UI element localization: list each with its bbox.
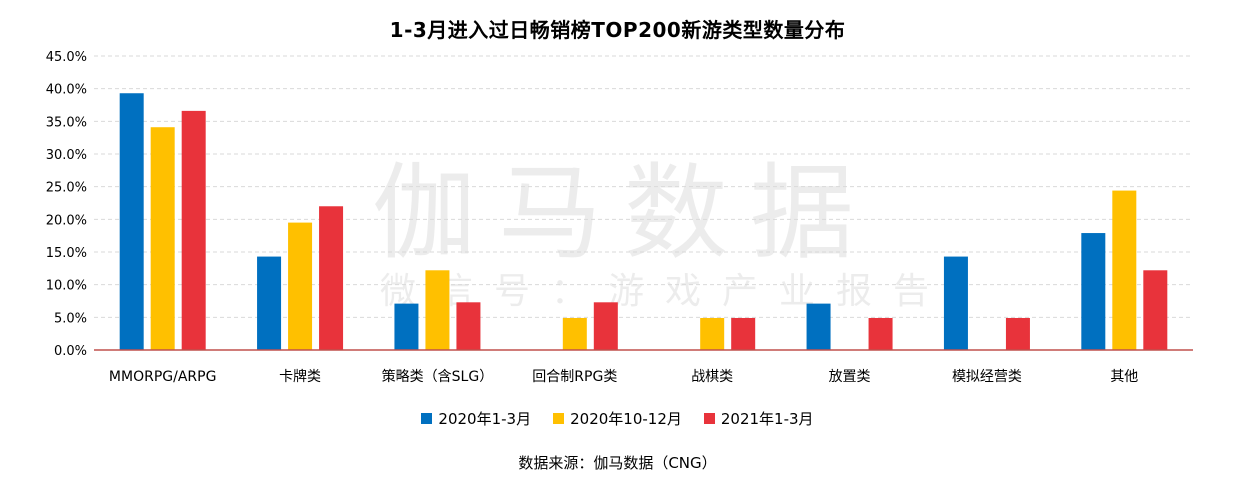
x-category-label: 模拟经营类 bbox=[952, 369, 1022, 385]
bar-3-4 bbox=[593, 302, 618, 350]
bar-2-5 bbox=[700, 317, 725, 350]
y-tick-label: 30.0% bbox=[46, 148, 87, 163]
x-category-label: 卡牌类 bbox=[279, 368, 321, 385]
x-axis-categories: MMORPG/ARPG 卡牌类 策略类（含SLG） 回合制RPG类 战棋类 放置类 模拟经营… bbox=[109, 368, 1138, 385]
chart-title: 1-3月进入过日畅销榜TOP200新游类型数量分布 bbox=[389, 18, 846, 42]
bar-2-2 bbox=[288, 222, 313, 350]
bar-1-6 bbox=[806, 303, 831, 350]
x-category-label: 回合制RPG类 bbox=[532, 369, 617, 385]
bar-1-3 bbox=[394, 303, 419, 350]
x-category-label: MMORPG/ARPG bbox=[109, 369, 217, 385]
bar-1-8 bbox=[1081, 233, 1106, 350]
x-category-label: 策略类（含SLG） bbox=[382, 368, 494, 385]
bar-3-2 bbox=[319, 206, 344, 350]
legend-label-3: 2021年1-3月 bbox=[720, 410, 814, 428]
data-source: 数据来源：伽马数据（CNG） bbox=[518, 454, 717, 472]
bar-3-3 bbox=[456, 302, 481, 350]
bar-3-7 bbox=[1005, 317, 1030, 350]
bar-1-2 bbox=[257, 256, 282, 350]
bar-2-8 bbox=[1112, 190, 1137, 350]
y-tick-label: 20.0% bbox=[46, 213, 87, 228]
y-tick-label: 45.0% bbox=[46, 50, 87, 65]
x-category-label: 其他 bbox=[1110, 369, 1138, 385]
y-tick-label: 40.0% bbox=[46, 83, 87, 98]
y-axis-ticks: 0.0% 5.0% 10.0% 15.0% 20.0% 25.0% 30.0% 35.0% 40… bbox=[46, 50, 87, 359]
y-tick-label: 0.0% bbox=[54, 344, 87, 359]
legend-label-1: 2020年1-3月 bbox=[438, 410, 532, 428]
bar-1-1 bbox=[119, 93, 144, 351]
x-category-label: 放置类 bbox=[829, 369, 871, 385]
y-tick-label: 15.0% bbox=[46, 246, 87, 261]
bar-3-1 bbox=[181, 110, 206, 350]
bar-3-6 bbox=[868, 317, 893, 350]
legend-item-3: 2021年1-3月 bbox=[703, 408, 814, 429]
bar-2-1 bbox=[150, 127, 175, 350]
bar-1-7 bbox=[943, 256, 968, 350]
legend: 2020年1-3月 2020年10-12月 2021年1-3月 bbox=[0, 408, 1235, 429]
bar-2-4 bbox=[562, 317, 587, 350]
y-tick-label: 10.0% bbox=[46, 279, 87, 294]
legend-swatch-3 bbox=[703, 413, 715, 424]
legend-item-1: 2020年1-3月 bbox=[421, 408, 531, 429]
bars bbox=[119, 93, 1168, 351]
y-tick-label: 5.0% bbox=[54, 311, 87, 326]
bar-chart: 0.0% 5.0% 10.0% 15.0% 20.0% 25.0% 30.0% 35.0% 40… bbox=[46, 50, 1193, 385]
legend-label-2: 2020年10-12月 bbox=[570, 410, 682, 428]
legend-swatch-2 bbox=[553, 413, 565, 424]
bar-3-5 bbox=[731, 317, 756, 350]
legend-swatch-1 bbox=[421, 413, 433, 424]
watermark-main: 伽马数据 bbox=[372, 152, 877, 274]
bar-2-3 bbox=[425, 270, 450, 350]
bar-3-8 bbox=[1143, 270, 1168, 350]
y-tick-label: 35.0% bbox=[46, 115, 87, 130]
legend-item-2: 2020年10-12月 bbox=[553, 408, 682, 429]
y-tick-label: 25.0% bbox=[46, 181, 87, 196]
x-category-label: 战棋类 bbox=[691, 369, 733, 385]
